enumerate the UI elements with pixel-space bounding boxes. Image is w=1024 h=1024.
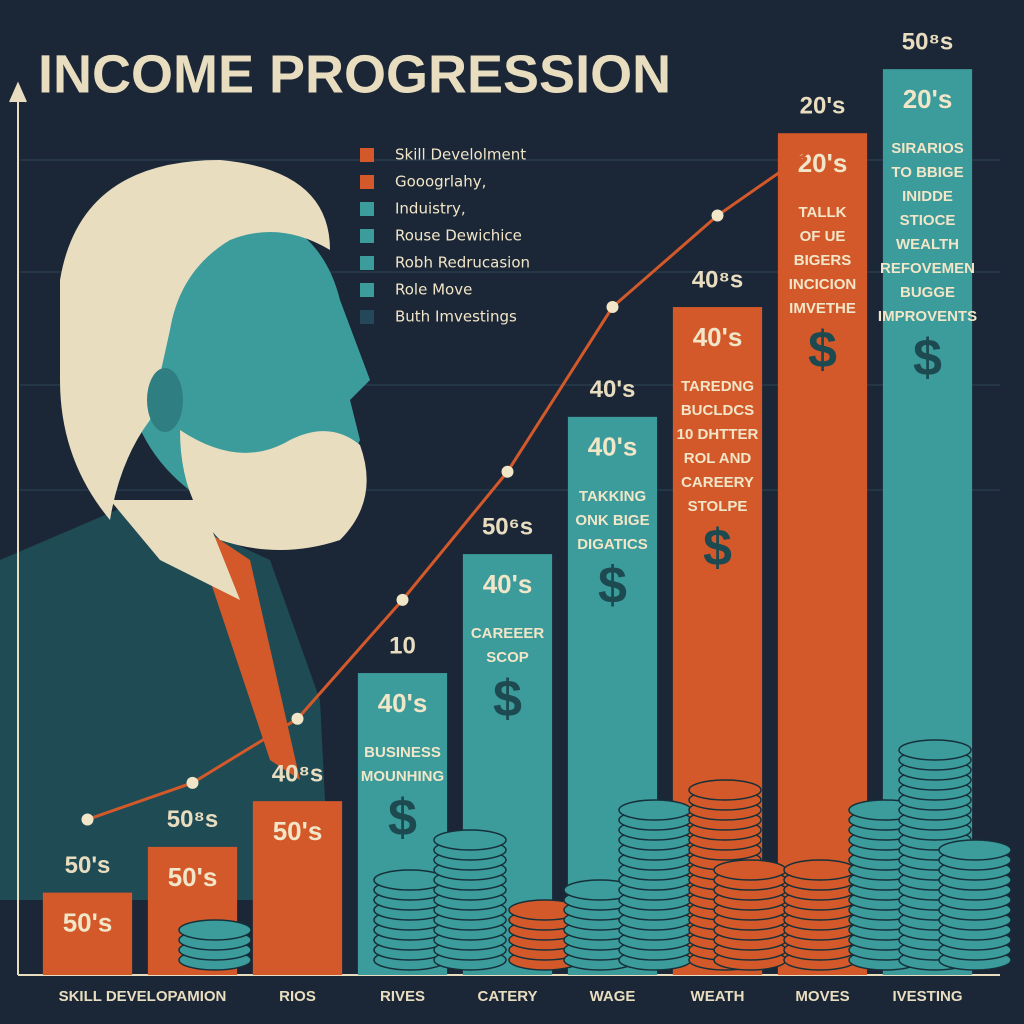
trend-point (291, 712, 304, 725)
legend-label: Rouse Dewichice (395, 227, 522, 245)
bar-note: SCOP (486, 649, 529, 666)
bar-note: IMVETHE (789, 300, 856, 317)
bar-note: REFOVEMEN (880, 260, 975, 277)
coin (898, 739, 972, 761)
trend-line (87, 141, 824, 821)
trend-point (606, 301, 619, 314)
bar-note: BIGERS (794, 252, 852, 269)
bar-top-label: 50's (65, 852, 111, 879)
bar-top-label: 50⁸s (167, 806, 218, 833)
legend-label: Role Move (395, 281, 472, 299)
bar-top-label: 40⁸s (272, 760, 323, 787)
trend-point (186, 776, 199, 789)
x-tick-label: CATERY (478, 988, 538, 1005)
bar-note: OF UE (800, 228, 846, 245)
person-illustration (0, 160, 370, 900)
dollar-icon: $ (808, 321, 837, 379)
coin (618, 799, 692, 821)
legend-swatch (360, 256, 374, 270)
bar-note: 10 DHTTER (677, 426, 759, 443)
coin (713, 859, 787, 881)
dollar-icon: $ (703, 519, 732, 577)
coin (938, 839, 1012, 861)
dollar-icon: $ (493, 670, 522, 728)
bar-note: CAREERY (681, 474, 754, 491)
trend-point (396, 593, 409, 606)
coin-stacks (178, 739, 1012, 971)
bar-top-label: 50⁸s (902, 28, 953, 55)
legend-swatch (360, 229, 374, 243)
bar-top-label: 40⁸s (692, 266, 743, 293)
trend-arrowhead (804, 142, 823, 158)
legend-label: Induistry, (395, 200, 466, 218)
bar-inner-label: 20's (903, 84, 953, 114)
coin (178, 919, 252, 941)
bar-inner-label: 50's (63, 908, 113, 938)
x-tick-label: RIVES (380, 988, 425, 1005)
bar-note: ONK BIGE (575, 512, 649, 529)
bar-note: DIGATICS (577, 536, 648, 553)
legend-label: Skill Develolment (395, 146, 526, 164)
bar-note: BUSINESS (364, 744, 441, 761)
legend-swatch (360, 175, 374, 189)
x-tick-label: IVESTING (892, 988, 962, 1005)
bar-top-label: 20's (800, 93, 846, 120)
bar (42, 892, 133, 975)
coin (433, 829, 507, 851)
bar-note: CAREEER (471, 625, 545, 642)
dollar-icon: $ (913, 329, 942, 387)
bar-note: TAKKING (579, 488, 646, 505)
bar-inner-label: 40's (693, 322, 743, 352)
bar (252, 801, 343, 975)
bar-note: STOLPE (688, 498, 748, 515)
x-tick-label: WAGE (590, 988, 636, 1005)
coin (783, 859, 857, 881)
chart-title: INCOME PROGRESSION (38, 44, 671, 104)
bar-inner-label: 40's (483, 569, 533, 599)
bar-inner-label: 40's (378, 688, 428, 718)
legend-label: Robh Redrucasion (395, 254, 530, 272)
bar-top-label: 10 (389, 632, 416, 659)
legend-swatch (360, 310, 374, 324)
x-tick-label: RIOS (279, 988, 316, 1005)
legend-label: Gooogrlahy, (395, 173, 486, 191)
bar-note: IMPROVENTS (878, 308, 977, 325)
legend-swatch (360, 148, 374, 162)
bar-note: SIRARIOS (891, 140, 964, 157)
legend-swatch (360, 283, 374, 297)
bar-top-label: 40's (590, 376, 636, 403)
bar-note: TO BBIGE (891, 164, 963, 181)
bar-note: BUCLDCS (681, 402, 754, 419)
coin (688, 779, 762, 801)
bar-note: WEALTH (896, 236, 959, 253)
bar-note: INCICION (789, 276, 857, 293)
x-tick-label: SKILL DEVELOPAMION (59, 988, 227, 1005)
bar-inner-label: 40's (588, 432, 638, 462)
dollar-icon: $ (388, 789, 417, 847)
bar-note: TALLK (798, 204, 846, 221)
x-tick-label: WEATH (691, 988, 745, 1005)
bar-inner-label: 50's (168, 862, 218, 892)
bar-inner-label: 50's (273, 816, 323, 846)
dollar-icon: $ (598, 557, 627, 615)
bar-note: STIOCE (900, 212, 956, 229)
bar-inner-label: 20's (798, 148, 848, 178)
trend-point (501, 465, 514, 478)
bar-note: BUGGE (900, 284, 955, 301)
legend-swatch (360, 202, 374, 216)
x-tick-label: MOVES (795, 988, 849, 1005)
overlay: SKILL DEVELOPAMION RIOS RIVES CATERY WAGE WEA… (59, 141, 963, 1005)
bar-note: TAREDNG (681, 378, 754, 395)
bar-top-label: 50⁶s (482, 513, 533, 540)
bar-note: MOUNHING (361, 768, 444, 785)
legend-label: Buth Imvestings (395, 308, 517, 326)
bar-note: ROL AND (684, 450, 752, 467)
bar-note: INIDDE (902, 188, 953, 205)
trend-point (711, 209, 724, 222)
trend-point (81, 813, 94, 826)
